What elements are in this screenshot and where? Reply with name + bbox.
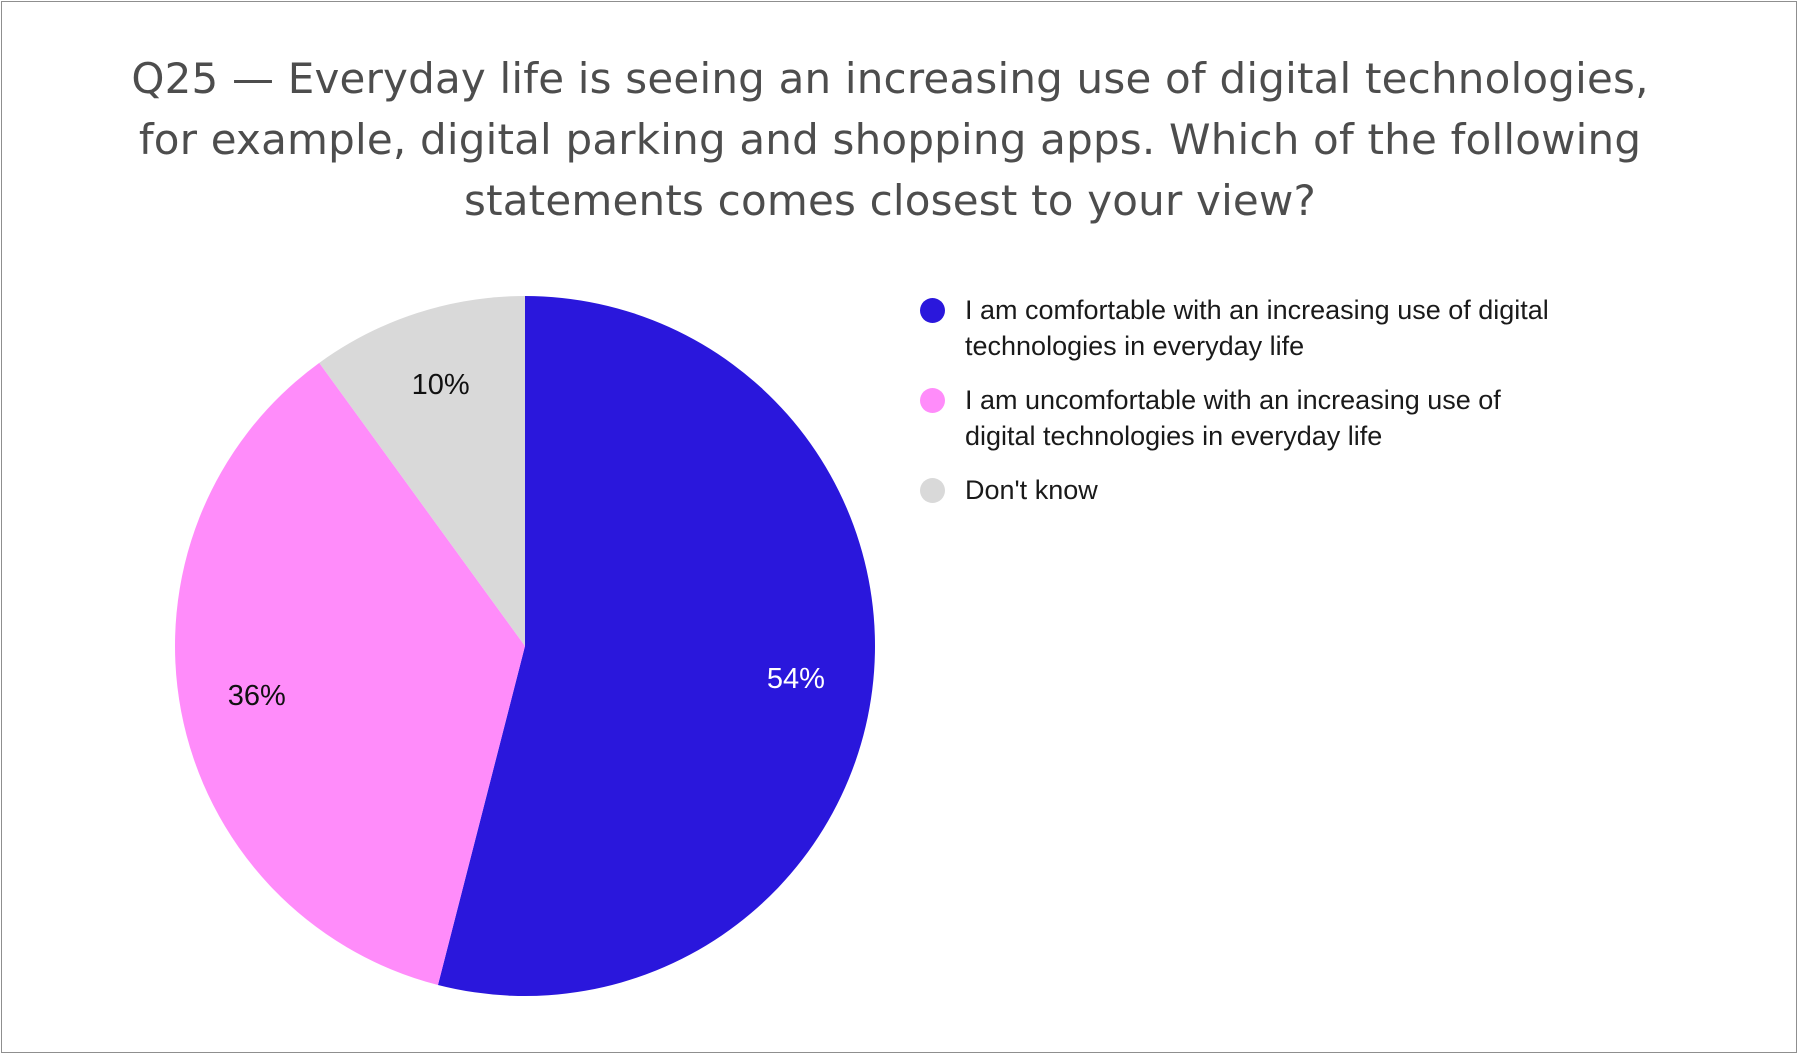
pie-data-label-1: 36%	[228, 680, 286, 712]
legend: I am comfortable with an increasing use …	[920, 292, 1680, 526]
legend-label-line: I am comfortable with an increasing use …	[965, 292, 1680, 328]
legend-swatch	[920, 478, 945, 503]
legend-label-line: I am uncomfortable with an increasing us…	[965, 382, 1680, 418]
legend-label: I am uncomfortable with an increasing us…	[965, 382, 1680, 454]
legend-label: Don't know	[965, 472, 1680, 508]
legend-item-uncomfortable[interactable]: I am uncomfortable with an increasing us…	[920, 382, 1680, 454]
legend-label: I am comfortable with an increasing use …	[965, 292, 1680, 364]
legend-label-line: technologies in everyday life	[965, 328, 1680, 364]
legend-item-comfortable[interactable]: I am comfortable with an increasing use …	[920, 292, 1680, 364]
pie-data-label-2: 10%	[412, 369, 470, 401]
pie-data-label-0: 54%	[767, 663, 825, 695]
legend-swatch	[920, 388, 945, 413]
legend-label-line: digital technologies in everyday life	[965, 418, 1680, 454]
legend-label-line: Don't know	[965, 472, 1680, 508]
legend-item-dont-know[interactable]: Don't know	[920, 472, 1680, 508]
legend-swatch	[920, 298, 945, 323]
